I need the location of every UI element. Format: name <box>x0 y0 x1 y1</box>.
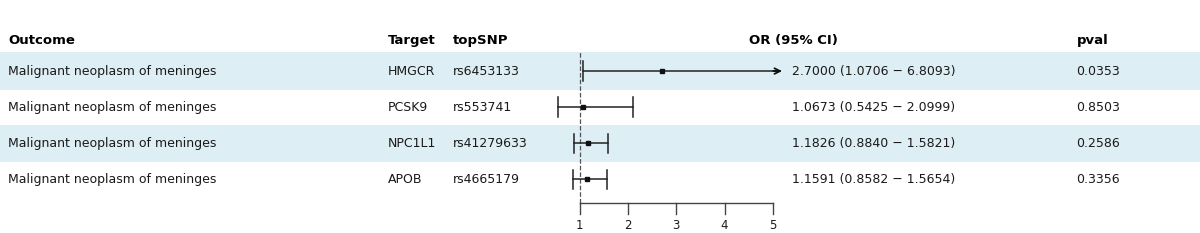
Text: Malignant neoplasm of meninges: Malignant neoplasm of meninges <box>8 173 217 186</box>
Text: 1: 1 <box>576 219 583 232</box>
Text: 2.7000 (1.0706 − 6.8093): 2.7000 (1.0706 − 6.8093) <box>792 65 955 78</box>
Text: PCSK9: PCSK9 <box>388 101 428 114</box>
Text: Outcome: Outcome <box>8 34 76 47</box>
Text: 2: 2 <box>624 219 631 232</box>
Text: rs553741: rs553741 <box>452 101 511 114</box>
Text: NPC1L1: NPC1L1 <box>388 137 436 150</box>
Text: topSNP: topSNP <box>452 34 508 47</box>
Text: Malignant neoplasm of meninges: Malignant neoplasm of meninges <box>8 137 217 150</box>
Text: rs6453133: rs6453133 <box>452 65 520 78</box>
Text: rs4665179: rs4665179 <box>452 173 520 186</box>
Text: Target: Target <box>388 34 436 47</box>
Text: 5: 5 <box>769 219 776 232</box>
Text: HMGCR: HMGCR <box>388 65 434 78</box>
Text: 0.8503: 0.8503 <box>1076 101 1121 114</box>
Text: 1.0673 (0.5425 − 2.0999): 1.0673 (0.5425 − 2.0999) <box>792 101 955 114</box>
Text: 1.1591 (0.8582 − 1.5654): 1.1591 (0.8582 − 1.5654) <box>792 173 955 186</box>
Text: 3: 3 <box>672 219 680 232</box>
Text: 0.2586: 0.2586 <box>1076 137 1120 150</box>
Text: Malignant neoplasm of meninges: Malignant neoplasm of meninges <box>8 101 217 114</box>
Text: rs41279633: rs41279633 <box>452 137 527 150</box>
Text: 4: 4 <box>721 219 728 232</box>
Text: APOB: APOB <box>388 173 422 186</box>
Text: 0.0353: 0.0353 <box>1076 65 1120 78</box>
Text: OR (95% CI): OR (95% CI) <box>749 34 839 47</box>
Text: pval: pval <box>1076 34 1108 47</box>
Text: 0.3356: 0.3356 <box>1076 173 1120 186</box>
Text: 1.1826 (0.8840 − 1.5821): 1.1826 (0.8840 − 1.5821) <box>792 137 955 150</box>
Text: Malignant neoplasm of meninges: Malignant neoplasm of meninges <box>8 65 217 78</box>
